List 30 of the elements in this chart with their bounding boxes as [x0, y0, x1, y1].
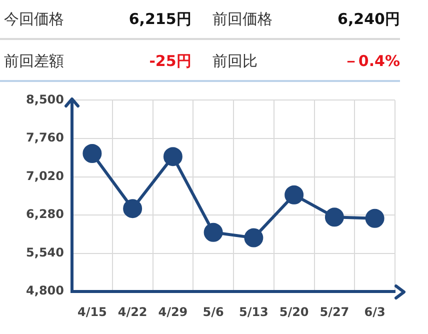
point [284, 185, 304, 204]
text: 前回差額 [3, 52, 65, 70]
y-tick-label: 7,760 [26, 130, 64, 145]
point [365, 208, 384, 228]
x-tick-label: 5/6 [202, 304, 224, 319]
x-tick-label: 4/15 [77, 304, 107, 319]
text: -25円 [148, 52, 192, 70]
y-tick-label: 4,800 [26, 284, 64, 298]
x-tick-label: 5/13 [238, 304, 268, 319]
y-tick-label: 5,540 [26, 245, 64, 260]
text: 前回比 [212, 52, 259, 70]
point [204, 222, 223, 242]
point [244, 228, 264, 248]
text: 6,215円 [128, 10, 192, 28]
point [82, 144, 102, 163]
x-tick-label: 5/20 [279, 304, 309, 319]
y-tick-label: 7,020 [26, 168, 64, 183]
y-tick-label: 8,500 [26, 92, 64, 106]
point [324, 208, 344, 227]
point [123, 199, 142, 218]
text: 今回価格 [3, 10, 65, 28]
x-tick-label: 4/22 [118, 304, 148, 319]
point [163, 147, 182, 166]
x-tick-label: 6/3 [364, 304, 386, 319]
x-tick-label: 4/29 [158, 304, 188, 319]
text: 6,240円 [336, 10, 400, 28]
text: －0.4% [342, 52, 400, 70]
y-tick-label: 6,280 [26, 207, 64, 222]
text: 前回価格 [212, 10, 274, 28]
x-tick-label: 5/27 [320, 304, 350, 319]
